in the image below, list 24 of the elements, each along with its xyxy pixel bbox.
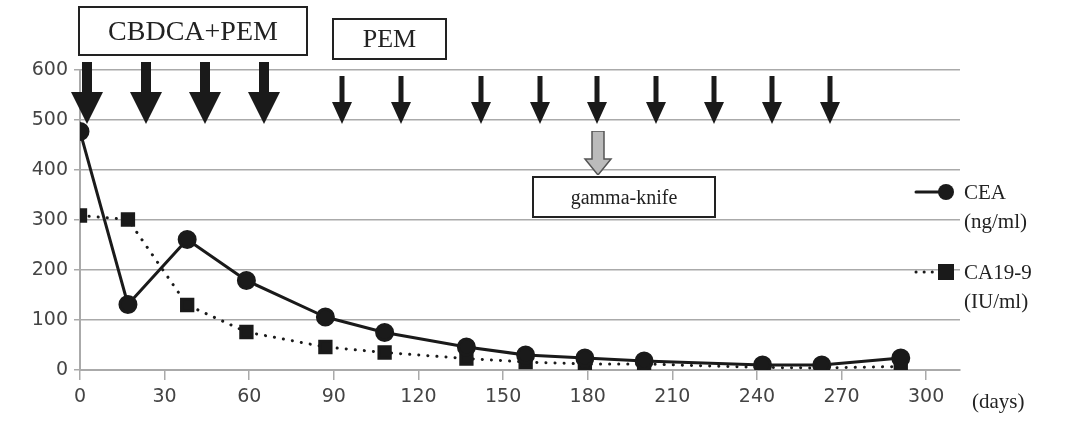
y-tick-label: 600 — [31, 56, 68, 79]
y-tick-label: 300 — [31, 206, 68, 229]
y-tick-label: 200 — [31, 256, 68, 279]
y-tick-label: 100 — [31, 306, 68, 329]
x-tick-label: 30 — [152, 384, 177, 407]
y-tick-label: 500 — [31, 106, 68, 129]
x-tick-label: 180 — [569, 384, 606, 407]
y-tick-label: 400 — [31, 156, 68, 179]
x-tick-label: 150 — [484, 384, 522, 407]
x-tick-label: 120 — [400, 384, 437, 407]
label-box: PEM — [332, 18, 447, 60]
x-tick-label: 90 — [321, 384, 346, 407]
y-tick-label: 0 — [55, 356, 68, 379]
legend-label: CEA (ng/ml) — [964, 179, 1028, 235]
x-tick-label: 0 — [73, 384, 87, 407]
x-tick-label: 270 — [823, 384, 860, 407]
x-tick-label: 210 — [654, 384, 691, 407]
x-tick-label: 300 — [908, 384, 945, 407]
x-tick-label: 60 — [237, 384, 262, 407]
label-box: gamma-knife — [532, 176, 716, 218]
legend-label: CA19-9 (IU/ml) — [964, 259, 1033, 315]
x-tick-label: 240 — [738, 384, 776, 407]
label-box: CBDCA+PEM — [78, 6, 308, 56]
x-axis-title: (days) — [972, 388, 1025, 413]
